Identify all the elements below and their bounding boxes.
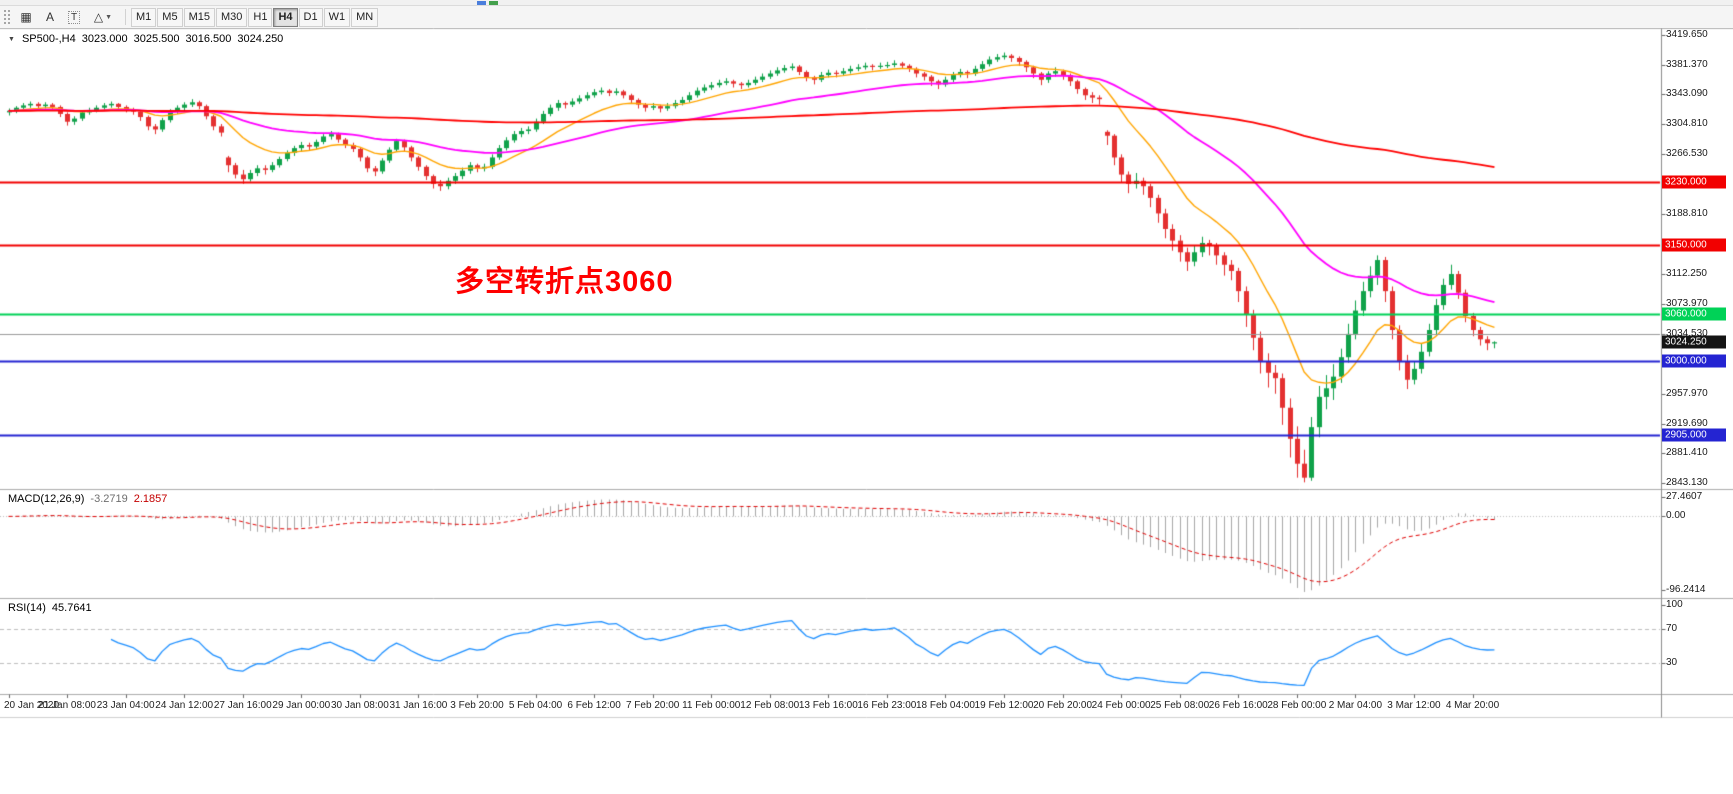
grid-tool-button[interactable]: ▦ [14, 8, 38, 26]
clipped-toolbar-icon [489, 1, 498, 5]
chevron-down-icon: ▼ [105, 13, 113, 21]
text-tool-icon: A [45, 10, 54, 24]
timeframe-button-M1[interactable]: M1 [131, 7, 157, 27]
timeframe-button-D1[interactable]: D1 [298, 7, 323, 27]
shapes-icon: △ [93, 10, 104, 24]
text-tool-button[interactable]: A [38, 8, 62, 26]
grid-icon: ▦ [20, 10, 32, 24]
timeframe-button-M5[interactable]: M5 [157, 7, 183, 27]
timeframe-button-M30[interactable]: M30 [215, 7, 248, 27]
text-label-tool-button[interactable]: T [62, 8, 86, 26]
timeframe-button-W1[interactable]: W1 [323, 7, 351, 27]
clipped-toolbar-icon [477, 1, 486, 5]
toolbar-grip[interactable] [4, 10, 10, 24]
line-studies-toolbar: ▦ A T △ ▼ M1 M5 M15 M30 H1 H4 D1 W1 MN [0, 6, 1733, 28]
timeframe-toolbar: M1 M5 M15 M30 H1 H4 D1 W1 MN [131, 7, 379, 27]
toolbar-separator [125, 9, 126, 25]
chart-annotation-text[interactable]: 多空转折点3060 [455, 266, 674, 298]
timeframe-button-H1[interactable]: H1 [248, 7, 273, 27]
timeframe-button-H4[interactable]: H4 [273, 7, 298, 27]
shapes-tool-button[interactable]: △ ▼ [86, 8, 120, 26]
timeframe-button-M15[interactable]: M15 [183, 7, 215, 27]
clipped-upper-toolbar [0, 0, 1733, 6]
timeframe-button-MN[interactable]: MN [351, 7, 379, 27]
text-label-icon: T [67, 10, 81, 24]
